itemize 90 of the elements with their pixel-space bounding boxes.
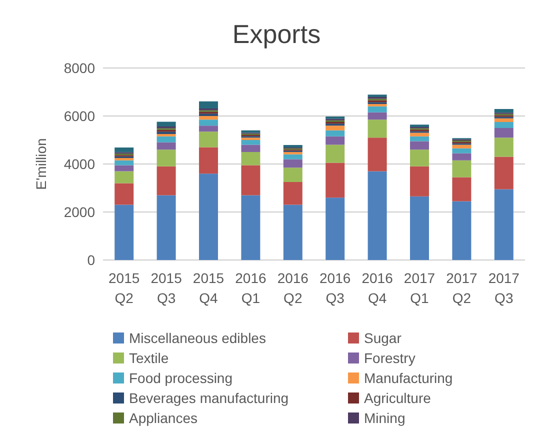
- legend-label: Miscellaneous edibles: [129, 330, 266, 346]
- legend-label: Beverages manufacturing: [129, 390, 289, 406]
- bar: [114, 183, 134, 205]
- y-tick-label: 6000: [64, 108, 96, 124]
- bar: [156, 142, 176, 150]
- bar: [241, 152, 260, 166]
- legend-label: Food processing: [129, 370, 233, 386]
- chart-title: Exports: [232, 19, 321, 49]
- bar: [410, 166, 429, 196]
- bar: [283, 154, 302, 160]
- bar: [199, 126, 218, 132]
- bar: [241, 195, 260, 260]
- bar: [199, 101, 218, 109]
- x-tick-label: 2015 Q2: [108, 270, 140, 306]
- bar: [494, 109, 514, 113]
- x-tick-label: 2017 Q1: [404, 270, 436, 306]
- bar: [114, 160, 134, 166]
- y-tick-label: 0: [87, 252, 96, 268]
- bar: [368, 138, 387, 172]
- bar: [283, 168, 302, 182]
- bar: [452, 177, 472, 202]
- x-tick-label: 2015 Q3: [150, 270, 182, 306]
- legend-label: Appliances: [129, 410, 198, 426]
- bar: [199, 174, 218, 260]
- x-tick-label: 2016 Q4: [362, 270, 394, 306]
- bar: [326, 198, 345, 260]
- legend-label: Manufacturing: [364, 370, 453, 386]
- bar: [199, 147, 218, 174]
- bar: [452, 201, 472, 260]
- x-tick-label: 2016 Q3: [320, 270, 351, 306]
- bar: [494, 189, 514, 260]
- legend-label: Textile: [129, 350, 169, 366]
- x-tick-label: 2016 Q2: [277, 270, 309, 306]
- bar: [368, 112, 387, 120]
- bar: [241, 165, 260, 196]
- bar: [494, 138, 514, 157]
- y-axis-title: E'million: [33, 138, 49, 190]
- bar: [199, 116, 218, 120]
- bar: [199, 120, 218, 126]
- bar: [452, 153, 472, 160]
- bar: [410, 136, 429, 142]
- bar: [452, 160, 472, 178]
- bar: [326, 136, 345, 145]
- bar: [114, 204, 134, 260]
- legend-label: Mining: [364, 410, 406, 426]
- bar: [410, 196, 429, 260]
- x-tick-label: 2017 Q2: [446, 270, 478, 306]
- y-tick-label: 8000: [64, 60, 96, 76]
- bar: [494, 128, 514, 138]
- bar: [114, 171, 134, 184]
- bar: [283, 159, 302, 168]
- bar: [410, 141, 429, 150]
- bar: [156, 122, 176, 127]
- legend-label: Forestry: [364, 350, 416, 366]
- bar: [494, 118, 514, 122]
- y-tick-label: 4000: [64, 156, 96, 172]
- bar: [410, 132, 429, 136]
- x-tick-label: 2015 Q4: [192, 270, 224, 306]
- bar: [410, 150, 429, 166]
- y-tick-label: 2000: [64, 204, 96, 220]
- bar: [368, 94, 387, 98]
- bar: [326, 162, 345, 198]
- legend-label: Sugar: [364, 330, 402, 346]
- bar: [283, 204, 302, 260]
- bar: [326, 144, 345, 163]
- bar: [241, 144, 260, 152]
- bar: [156, 195, 176, 260]
- bar: [114, 165, 134, 172]
- bar: [452, 144, 472, 148]
- bar: [241, 130, 260, 133]
- bar: [452, 148, 472, 154]
- bar: [114, 147, 134, 152]
- bar: [283, 182, 302, 205]
- x-tick-label: 2017 Q3: [488, 270, 520, 306]
- x-tick-label: 2016 Q1: [235, 270, 266, 306]
- bar: [326, 126, 345, 130]
- bar: [410, 124, 429, 128]
- bar: [156, 150, 176, 166]
- bar: [368, 120, 387, 138]
- bar: [368, 106, 387, 112]
- bar: [241, 140, 260, 145]
- bar: [494, 156, 514, 190]
- bar: [368, 171, 387, 260]
- bar: [494, 122, 514, 128]
- bar: [156, 136, 176, 142]
- bar: [326, 116, 345, 119]
- bar: [326, 130, 345, 136]
- legend-label: Agriculture: [364, 390, 432, 406]
- bar: [156, 166, 176, 196]
- bar: [199, 132, 218, 148]
